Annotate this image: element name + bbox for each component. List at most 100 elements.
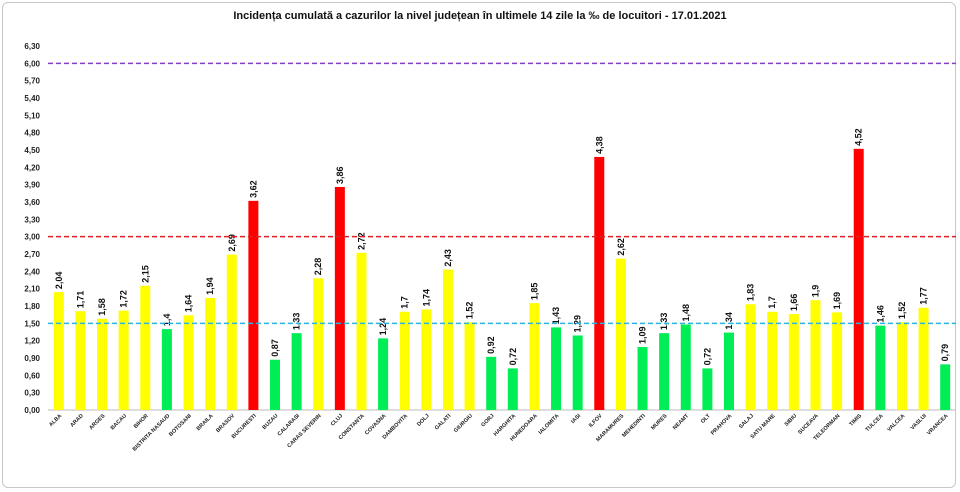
category-label: TULCEA [865,413,885,433]
value-label: 1,46 [875,305,885,323]
bar-satu-mare [767,311,778,410]
value-label: 0,79 [940,344,950,362]
y-tick-label: 0,00 [24,406,40,415]
y-tick-label: 3,90 [24,181,40,190]
y-tick-label: 5,70 [24,77,40,86]
y-tick-label: 4,50 [24,146,40,155]
value-label: 2,28 [313,258,323,276]
category-label: ILFOV [588,413,604,429]
bar-ialomita [551,327,562,410]
value-label: 1,64 [184,295,194,313]
value-label: 1,71 [75,291,85,309]
category-label: BACAU [110,413,128,431]
category-label: MEHEDINTI [621,413,647,439]
bar-galati [442,269,453,410]
bar-gorj [486,356,497,410]
y-tick-label: 0,30 [24,389,40,398]
value-label: 1,4 [162,314,172,327]
value-label: 0,72 [702,348,712,366]
value-label: 4,52 [854,128,864,146]
category-label: PRAHOVA [710,413,733,436]
bar-botosani [183,315,194,410]
value-label: 2,69 [227,234,237,252]
category-label: ALBA [48,413,63,428]
value-label: 3,86 [335,166,345,184]
category-label: SUCEAVA [797,413,820,436]
value-label: 2,72 [356,232,366,250]
y-tick-label: 5,10 [24,111,40,120]
y-tick-label: 4,20 [24,163,40,172]
category-label: OLT [700,413,712,425]
category-label: BRAILA [196,413,215,432]
category-label: GALATI [434,413,453,432]
value-label: 2,15 [140,265,150,283]
value-label: 1,74 [421,289,431,307]
category-label: VALCEA [886,413,906,433]
bar-olt [702,368,713,410]
category-label: BISTRITA NASAUD [132,413,171,452]
value-label: 1,52 [465,302,475,320]
category-label: VASLUI [910,413,929,432]
bar-brasov [226,254,237,410]
y-tick-label: 2,10 [24,285,40,294]
value-label: 1,77 [919,287,929,305]
value-label: 1,85 [529,283,539,301]
category-label: BUZAU [262,413,280,431]
bar-arad [75,311,86,410]
chart-title: Incidența cumulată a cazurilor la nivel … [233,10,727,22]
category-label: BOTOSANI [168,413,193,438]
bar-bihor [140,285,151,410]
bar-vaslui [918,307,929,410]
bar-constanta [356,252,367,410]
value-label: 2,43 [443,249,453,267]
bar-alba [53,292,64,410]
y-tick-label: 6,00 [24,59,40,68]
value-label: 1,94 [205,277,215,295]
category-label: ARGES [88,413,106,431]
y-tick-label: 1,20 [24,337,40,346]
value-label: 1,48 [681,304,691,322]
bar-teleorman [832,312,843,410]
category-label: GIURGIU [453,413,474,434]
value-label: 1,7 [767,296,777,309]
y-tick-label: 2,40 [24,267,40,276]
bar-dolj [421,309,432,410]
value-label: 1,43 [551,307,561,325]
bar-braila [205,297,216,410]
y-tick-label: 2,70 [24,250,40,259]
value-label: 0,87 [270,339,280,357]
category-label: SIBIU [784,413,799,428]
bar-neamt [680,324,691,410]
value-label: 1,9 [810,285,820,298]
bar-salaj [745,304,756,410]
bar-prahova [724,332,734,410]
bar-harghita [507,368,518,410]
value-label: 1,66 [789,294,799,312]
y-tick-label: 5,40 [24,94,40,103]
bar-ilfov [594,156,605,410]
value-label: 2,04 [54,272,64,290]
value-label: 1,83 [746,284,756,302]
category-label: GORJ [480,413,495,428]
bar-buzau [270,359,280,410]
category-label: SALAJ [738,413,755,430]
bar-hunedoara [529,303,540,410]
bar-vrancea [940,364,951,410]
y-tick-label: 1,80 [24,302,40,311]
category-label: TIMIS [849,413,864,428]
bar-bistrita-nasaud [161,329,172,410]
y-tick-label: 6,30 [24,42,40,51]
value-label: 1,52 [897,302,907,320]
category-label: MURES [650,413,669,432]
category-label: CLUJ [330,413,344,427]
bar-cluj [334,186,345,410]
value-label: 1,34 [724,312,734,330]
value-label: 1,24 [378,318,388,336]
bar-bucuresti [248,200,259,410]
y-tick-label: 3,00 [24,233,40,242]
bar-timis [853,148,864,410]
value-label: 0,92 [486,336,496,354]
y-tick-label: 0,90 [24,354,40,363]
value-label: 1,09 [638,326,648,344]
